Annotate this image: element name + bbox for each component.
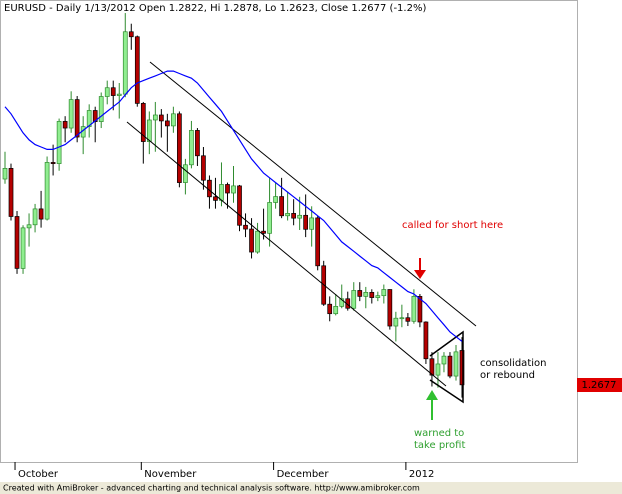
candle-body: [387, 289, 393, 327]
profit-arrow-head: [426, 390, 438, 400]
candle-body: [369, 292, 375, 298]
candle-body: [429, 358, 435, 376]
candle-body: [243, 224, 248, 230]
candle-body: [327, 303, 333, 315]
candle-body: [98, 96, 104, 122]
candle-body: [44, 162, 50, 220]
candle-body: [291, 213, 296, 219]
candle-body: [351, 290, 357, 309]
candle-body: [225, 184, 230, 194]
annotation: take profit: [414, 440, 465, 451]
candle-body: [315, 217, 321, 267]
candle-body: [171, 113, 176, 127]
candle-body: [146, 119, 152, 142]
x-tick-label: October: [18, 469, 59, 480]
candle-body: [152, 114, 158, 121]
candle-body: [104, 87, 110, 97]
last-price-box: [577, 378, 622, 392]
candle-body: [453, 351, 459, 377]
candle-body: [381, 289, 387, 297]
candle-body: [297, 214, 302, 219]
annotation: or rebound: [480, 370, 535, 381]
candle-body: [183, 164, 188, 183]
chart-title: EURUSD - Daily 1/13/2012 Open 1.2822, Hi…: [4, 3, 426, 14]
candle-body: [165, 120, 170, 127]
short-arrow-head: [414, 270, 426, 279]
candle-body: [357, 290, 363, 297]
candle-body: [134, 36, 140, 104]
candle-body: [255, 230, 260, 253]
candle-body: [177, 113, 182, 183]
candle-body: [435, 363, 441, 376]
candle-body: [68, 99, 74, 129]
candle-body: [38, 208, 44, 220]
candle-body: [273, 196, 278, 203]
last-price-label: 1.2677: [582, 380, 617, 391]
candle-body: [116, 93, 122, 96]
candle-body: [14, 216, 20, 269]
candle-body: [339, 298, 345, 307]
candle-body: [195, 130, 200, 157]
annotation: called for short here: [402, 220, 503, 231]
triangle: [429, 330, 464, 404]
candle-body: [267, 202, 272, 234]
candle-body: [128, 31, 134, 38]
candle-body: [447, 355, 453, 377]
x-tick-label: November: [144, 469, 197, 480]
candle-body: [74, 99, 80, 138]
candle-body: [303, 214, 309, 230]
candle-body: [285, 213, 290, 217]
candle-body: [140, 103, 146, 142]
candle-body: [309, 217, 315, 230]
plot-area: [0, 0, 578, 463]
annotation: consolidation: [480, 358, 546, 369]
moving-average: [4, 70, 463, 342]
candle-body: [86, 110, 92, 127]
candle-body: [62, 121, 68, 129]
candle-body: [423, 321, 429, 360]
footer-bar: [0, 482, 622, 494]
x-tick-label: December: [277, 469, 330, 480]
candle-body: [20, 227, 26, 269]
candle-body: [399, 317, 405, 320]
candle-body: [279, 196, 284, 217]
candle-body: [333, 306, 339, 315]
candle-body: [459, 350, 465, 386]
candle-body: [261, 230, 266, 234]
lower-trendline: [126, 121, 447, 387]
candle-body: [231, 185, 236, 194]
candle-body: [110, 87, 116, 96]
candle-body: [122, 31, 128, 95]
candle-body: [201, 155, 206, 181]
footer: Created with AmiBroker - advanced charti…: [3, 484, 420, 493]
candle-body: [363, 292, 369, 297]
upper-trendline: [149, 61, 477, 327]
candle-body: [50, 162, 56, 164]
candle-body: [2, 168, 8, 180]
candle-body: [441, 355, 447, 365]
candle-body: [213, 196, 218, 201]
candle-body: [417, 296, 423, 323]
candle-body: [393, 317, 399, 327]
candle-body: [249, 228, 254, 253]
x-tick-label: 2012: [409, 469, 434, 480]
annotation: warned to: [414, 428, 464, 439]
candle-body: [189, 130, 194, 166]
candle-body: [32, 208, 38, 226]
candle-body: [8, 168, 14, 217]
candle-body: [158, 114, 164, 122]
candle-body: [219, 184, 224, 201]
candle-body: [405, 317, 411, 322]
candle-body: [56, 121, 62, 164]
candle-body: [375, 295, 381, 298]
candle-body: [237, 185, 242, 226]
candle-body: [411, 296, 417, 322]
candle-body: [26, 224, 32, 229]
